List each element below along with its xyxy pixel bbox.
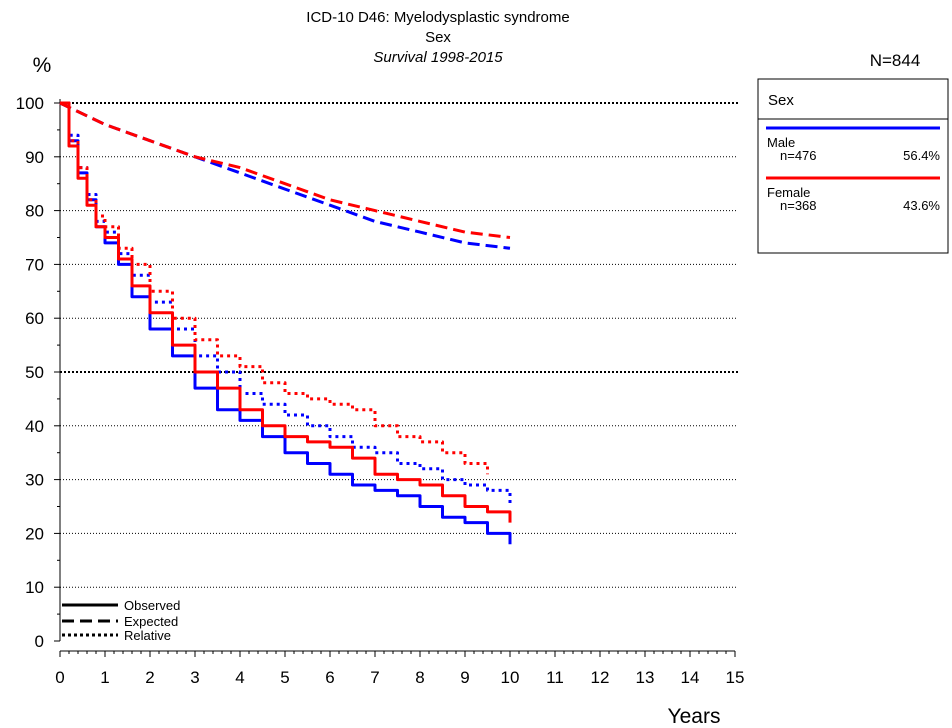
y-tick-label-10: 10 bbox=[25, 578, 44, 597]
series-female-observed bbox=[60, 101, 512, 523]
x-tick-label-14: 14 bbox=[681, 668, 700, 687]
x-tick-label-9: 9 bbox=[460, 668, 469, 687]
x-tick-label-1: 1 bbox=[100, 668, 109, 687]
series-female-expected bbox=[59, 101, 511, 239]
x-tick-label-12: 12 bbox=[591, 668, 610, 687]
x-tick-label-4: 4 bbox=[235, 668, 244, 687]
group-legend-title: Sex bbox=[768, 92, 794, 109]
y-tick-label-100: 100 bbox=[16, 94, 44, 113]
y-tick-label-70: 70 bbox=[25, 255, 44, 274]
group-legend: Sex Male n=476 56.4% Female n=368 43.6% bbox=[757, 78, 949, 254]
series-female-relative bbox=[60, 101, 489, 475]
y-tick-label-60: 60 bbox=[25, 309, 44, 328]
x-tick-label-2: 2 bbox=[145, 668, 154, 687]
series-lines bbox=[59, 101, 512, 545]
x-tick-label-0: 0 bbox=[55, 668, 64, 687]
x-tick-label-13: 13 bbox=[636, 668, 655, 687]
x-tick-label-3: 3 bbox=[190, 668, 199, 687]
legend-female-n: n=368 bbox=[780, 198, 817, 213]
y-tick-label-30: 30 bbox=[25, 471, 44, 490]
line-style-legend: Observed Expected Relative bbox=[62, 598, 180, 643]
x-tick-label-10: 10 bbox=[501, 668, 520, 687]
y-tick-label-50: 50 bbox=[25, 363, 44, 382]
x-axis-label: Years bbox=[668, 705, 721, 728]
chart-subtitle: Sex bbox=[425, 29, 451, 46]
legend-female-name: Female bbox=[767, 185, 810, 200]
legend-relative-label: Relative bbox=[124, 628, 171, 643]
chart-title: ICD-10 D46: Myelodysplastic syndrome bbox=[306, 9, 569, 26]
legend-male-name: Male bbox=[767, 135, 795, 150]
n-total: N=844 bbox=[870, 51, 921, 70]
grid-lines bbox=[60, 102, 738, 588]
chart-subtitle-period: Survival 1998-2015 bbox=[373, 49, 503, 66]
group-legend-box bbox=[757, 78, 949, 254]
y-tick-label-0: 0 bbox=[35, 632, 44, 651]
x-tick-label-11: 11 bbox=[546, 668, 564, 687]
y-tick-label-90: 90 bbox=[25, 148, 44, 167]
legend-female-pct: 43.6% bbox=[903, 198, 940, 213]
y-tick-label-40: 40 bbox=[25, 417, 44, 436]
x-tick-label-15: 15 bbox=[726, 668, 745, 687]
x-tick-label-6: 6 bbox=[325, 668, 334, 687]
x-tick-label-5: 5 bbox=[280, 668, 289, 687]
y-tick-label-80: 80 bbox=[25, 202, 44, 221]
legend-expected-label: Expected bbox=[124, 614, 178, 629]
x-tick-label-7: 7 bbox=[370, 668, 379, 687]
y-axis-label: % bbox=[33, 54, 52, 77]
x-tick-label-8: 8 bbox=[415, 668, 424, 687]
legend-male-pct: 56.4% bbox=[903, 148, 940, 163]
legend-observed-label: Observed bbox=[124, 598, 180, 613]
legend-male-n: n=476 bbox=[780, 148, 817, 163]
y-tick-label-20: 20 bbox=[25, 524, 44, 543]
